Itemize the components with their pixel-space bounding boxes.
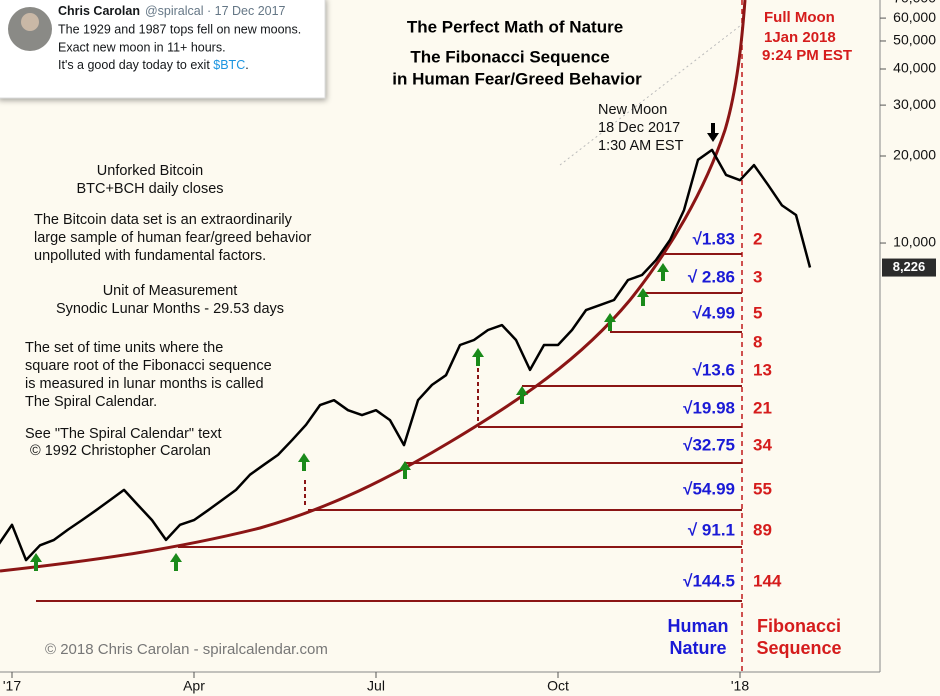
fib-number: 89 (753, 520, 772, 539)
y-tick-label: 50,000 (893, 32, 936, 48)
fib-number: 8 (753, 332, 762, 351)
annotation: unpolluted with fundamental factors. (34, 248, 266, 264)
price-box (882, 258, 936, 277)
fib-root: √ 91.1 (688, 520, 735, 539)
spiral-overlay (0, 0, 747, 672)
tweet-text: Exact new moon in 11+ hours. (58, 40, 226, 54)
guide-line (559, 21, 746, 166)
x-tick-label: Jul (367, 678, 385, 694)
chart-title: The Perfect Math of Nature (407, 17, 623, 36)
full-moon-label: 9:24 PM EST (762, 47, 852, 64)
fib-number: 21 (753, 398, 772, 417)
full-moon-label: 1Jan 2018 (764, 29, 836, 46)
new-moon-label: 1:30 AM EST (598, 138, 684, 154)
annotation: BTC+BCH daily closes (76, 181, 223, 197)
green-arrow (657, 263, 669, 281)
tweet-box (0, 0, 326, 99)
tweet-header: Chris Carolan @spiralcal · 17 Dec 2017 (58, 4, 286, 18)
green-arrow (516, 386, 528, 404)
y-tick-label: 70,000 (893, 0, 936, 5)
fib-root: √54.99 (683, 479, 735, 498)
y-tick-label: 30,000 (893, 96, 936, 112)
annotation: The Bitcoin data set is an extraordinari… (34, 212, 293, 228)
spiral-curve (0, 0, 747, 573)
green-arrow (30, 553, 42, 571)
human-nature: Nature (669, 638, 726, 658)
green-arrows (30, 263, 669, 571)
annotation: is measured in lunar months is called (25, 376, 264, 392)
green-arrow (170, 553, 182, 571)
fib-number: 13 (753, 360, 772, 379)
tweet-text: It's a good day today to exit $BTC. (58, 58, 249, 72)
copyright: © 2018 Chris Carolan - spiralcalendar.co… (45, 641, 328, 658)
x-tick-label: '18 (731, 678, 749, 694)
fib-root: √1.83 (693, 229, 735, 248)
y-tick-label: 10,000 (893, 234, 936, 250)
price-label: 8,226 (893, 259, 926, 274)
fib-root: √ 2.86 (688, 267, 735, 286)
x-tick-label: Oct (547, 678, 569, 694)
subtitle: in Human Fear/Greed Behavior (392, 69, 642, 88)
green-arrow (472, 348, 484, 366)
annotation: large sample of human fear/greed behavio… (34, 230, 311, 246)
annotation: Unforked Bitcoin (97, 163, 203, 179)
annotation: Synodic Lunar Months - 29.53 days (56, 301, 284, 317)
human-nature: Human (667, 616, 728, 636)
new-moon-arrow (707, 123, 719, 142)
tweet-text: The 1929 and 1987 tops fell on new moons… (58, 22, 301, 36)
plot-area (0, 148, 812, 562)
price-line (0, 148, 812, 562)
annotation: © 1992 Christopher Carolan (30, 443, 211, 459)
annotation: See "The Spiral Calendar" text (25, 426, 221, 442)
annotation: square root of the Fibonacci sequence (25, 358, 272, 374)
subtitle: The Fibonacci Sequence (410, 47, 609, 66)
fib-root: √13.6 (693, 360, 735, 379)
annotation: Unit of Measurement (103, 283, 238, 299)
x-tick-label: '17 (3, 678, 21, 694)
fib-root: √144.5 (683, 571, 735, 590)
new-moon-label: New Moon (598, 102, 667, 118)
y-tick-label: 20,000 (893, 147, 936, 163)
full-moon-label: Full Moon (764, 9, 835, 26)
fib-number: 5 (753, 303, 762, 322)
fibonacci-sequence: Fibonacci (757, 616, 841, 636)
fib-number: 144 (753, 571, 782, 590)
annotation: The set of time units where the (25, 340, 223, 356)
fib-root: √32.75 (683, 435, 735, 454)
green-arrow (604, 313, 616, 331)
fib-number: 2 (753, 229, 762, 248)
x-tick-label: Apr (183, 678, 205, 694)
fib-number: 34 (753, 435, 772, 454)
green-arrow (399, 461, 411, 479)
y-tick-label: 60,000 (893, 9, 936, 25)
fib-number: 55 (753, 479, 772, 498)
green-arrow (298, 453, 310, 471)
fib-root: √19.98 (683, 398, 735, 417)
avatar-face (21, 13, 39, 31)
y-tick-label: 40,000 (893, 60, 936, 76)
fib-root: √4.99 (693, 303, 735, 322)
fib-number: 3 (753, 267, 762, 286)
annotation: The Spiral Calendar. (25, 394, 157, 410)
tweet-card: Chris Carolan @spiralcal · 17 Dec 2017 Th… (0, 0, 326, 99)
fibonacci-sequence: Sequence (756, 638, 841, 658)
new-moon-label: 18 Dec 2017 (598, 120, 680, 136)
green-arrow (637, 288, 649, 306)
